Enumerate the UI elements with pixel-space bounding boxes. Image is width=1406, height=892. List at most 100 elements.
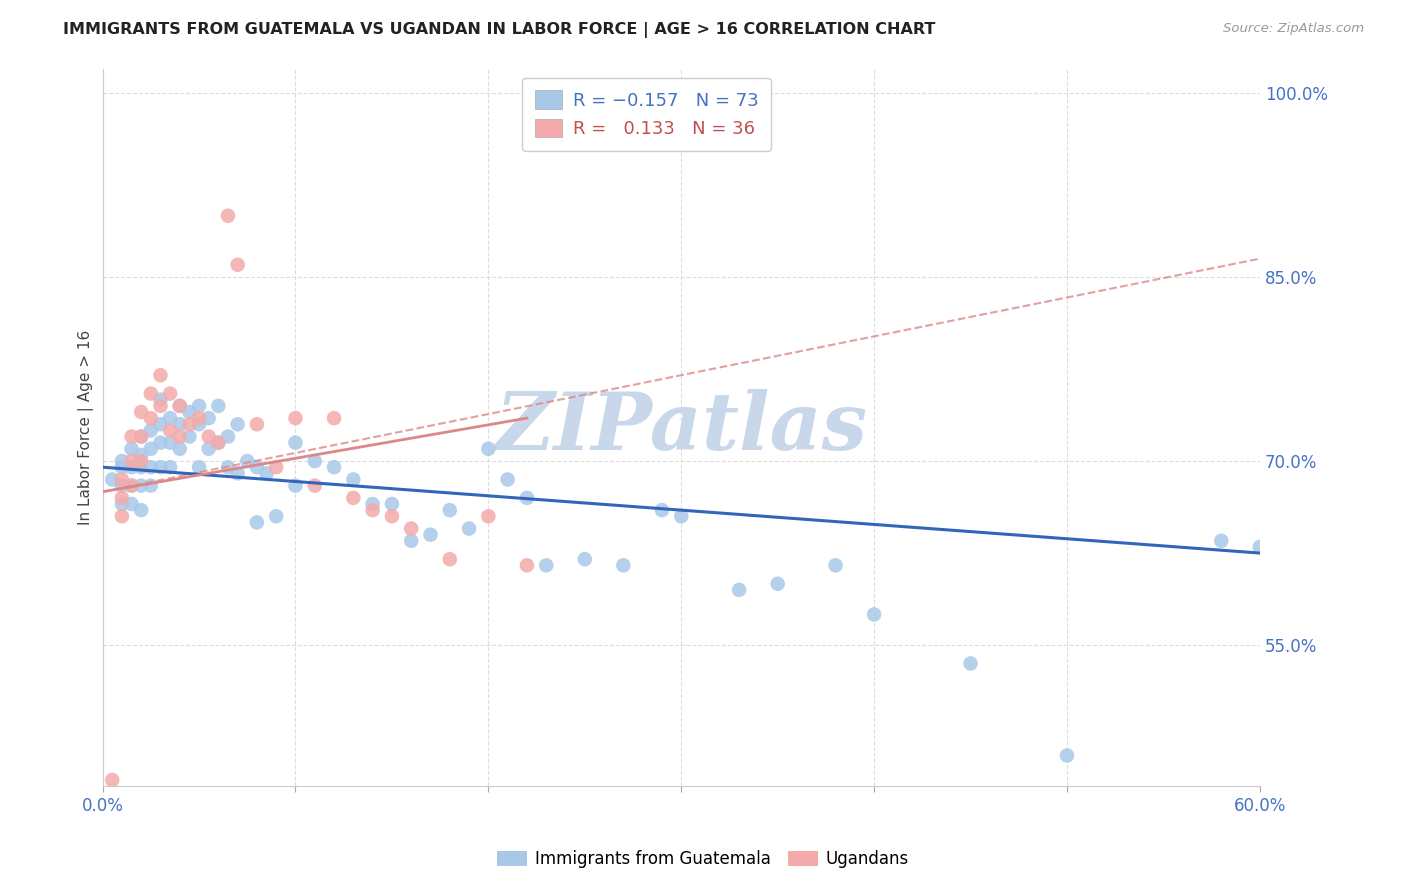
Point xyxy=(169,429,191,443)
Point xyxy=(246,516,269,530)
Point xyxy=(226,467,249,481)
Point xyxy=(399,533,422,548)
Point xyxy=(1211,533,1233,548)
Point xyxy=(188,417,211,432)
Point xyxy=(159,460,181,475)
Point xyxy=(188,411,211,425)
Point xyxy=(419,527,441,541)
Point xyxy=(381,497,404,511)
Point xyxy=(159,411,181,425)
Point xyxy=(612,558,634,573)
Point xyxy=(149,460,172,475)
Point xyxy=(574,552,596,566)
Point xyxy=(139,424,162,438)
Y-axis label: In Labor Force | Age > 16: In Labor Force | Age > 16 xyxy=(79,330,94,525)
Point xyxy=(139,411,162,425)
Point xyxy=(1249,540,1271,554)
Point xyxy=(439,503,461,517)
Point xyxy=(129,429,152,443)
Point xyxy=(304,454,326,468)
Point xyxy=(477,509,499,524)
Point xyxy=(121,429,143,443)
Point xyxy=(111,497,134,511)
Point xyxy=(121,478,143,492)
Point xyxy=(159,435,181,450)
Point xyxy=(256,467,278,481)
Point xyxy=(149,435,172,450)
Point xyxy=(381,509,404,524)
Point xyxy=(129,503,152,517)
Point xyxy=(169,417,191,432)
Point xyxy=(516,491,538,505)
Point xyxy=(439,552,461,566)
Point xyxy=(129,429,152,443)
Point xyxy=(246,417,269,432)
Point xyxy=(477,442,499,456)
Point xyxy=(1056,748,1078,763)
Point xyxy=(458,522,481,536)
Point xyxy=(399,522,422,536)
Point xyxy=(264,460,287,475)
Point xyxy=(129,448,152,462)
Point xyxy=(207,435,229,450)
Point xyxy=(111,509,134,524)
Point xyxy=(284,435,307,450)
Text: Source: ZipAtlas.com: Source: ZipAtlas.com xyxy=(1223,22,1364,36)
Point xyxy=(139,442,162,456)
Point xyxy=(149,368,172,383)
Point xyxy=(264,509,287,524)
Point xyxy=(111,460,134,475)
Point xyxy=(129,405,152,419)
Legend: Immigrants from Guatemala, Ugandans: Immigrants from Guatemala, Ugandans xyxy=(491,844,915,875)
Point xyxy=(284,411,307,425)
Point xyxy=(226,417,249,432)
Point xyxy=(188,399,211,413)
Point xyxy=(179,417,201,432)
Point xyxy=(284,478,307,492)
Point xyxy=(217,209,239,223)
Point xyxy=(101,772,124,787)
Text: ZIPatlas: ZIPatlas xyxy=(495,389,868,467)
Point xyxy=(169,399,191,413)
Point xyxy=(129,460,152,475)
Point xyxy=(159,424,181,438)
Point xyxy=(169,399,191,413)
Point xyxy=(129,454,152,468)
Point xyxy=(139,386,162,401)
Point xyxy=(121,460,143,475)
Point xyxy=(728,582,751,597)
Point xyxy=(207,435,229,450)
Point xyxy=(121,454,143,468)
Point xyxy=(188,460,211,475)
Point xyxy=(111,478,134,492)
Point xyxy=(496,473,519,487)
Point xyxy=(824,558,846,573)
Point xyxy=(179,405,201,419)
Point xyxy=(179,429,201,443)
Point xyxy=(217,460,239,475)
Point xyxy=(149,417,172,432)
Point xyxy=(246,460,269,475)
Point xyxy=(139,460,162,475)
Point xyxy=(766,576,789,591)
Point xyxy=(159,386,181,401)
Point xyxy=(121,442,143,456)
Text: IMMIGRANTS FROM GUATEMALA VS UGANDAN IN LABOR FORCE | AGE > 16 CORRELATION CHART: IMMIGRANTS FROM GUATEMALA VS UGANDAN IN … xyxy=(63,22,935,38)
Point xyxy=(121,478,143,492)
Legend: R = −0.157   N = 73, R =   0.133   N = 36: R = −0.157 N = 73, R = 0.133 N = 36 xyxy=(522,78,770,151)
Point xyxy=(361,503,384,517)
Point xyxy=(111,491,134,505)
Point xyxy=(236,454,259,468)
Point xyxy=(226,258,249,272)
Point xyxy=(516,558,538,573)
Point xyxy=(323,411,346,425)
Point xyxy=(149,392,172,407)
Point xyxy=(651,503,673,517)
Point xyxy=(342,473,364,487)
Point xyxy=(207,399,229,413)
Point xyxy=(217,429,239,443)
Point xyxy=(111,473,134,487)
Point xyxy=(121,497,143,511)
Point xyxy=(863,607,886,622)
Point xyxy=(169,442,191,456)
